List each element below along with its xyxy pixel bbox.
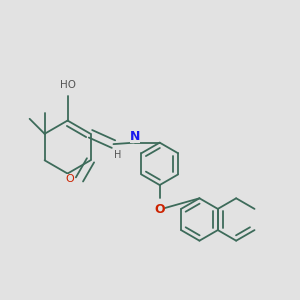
Text: N: N [130, 130, 140, 143]
Text: HO: HO [60, 80, 76, 90]
Text: H: H [114, 150, 122, 160]
Text: O: O [66, 174, 74, 184]
Text: O: O [154, 203, 165, 216]
